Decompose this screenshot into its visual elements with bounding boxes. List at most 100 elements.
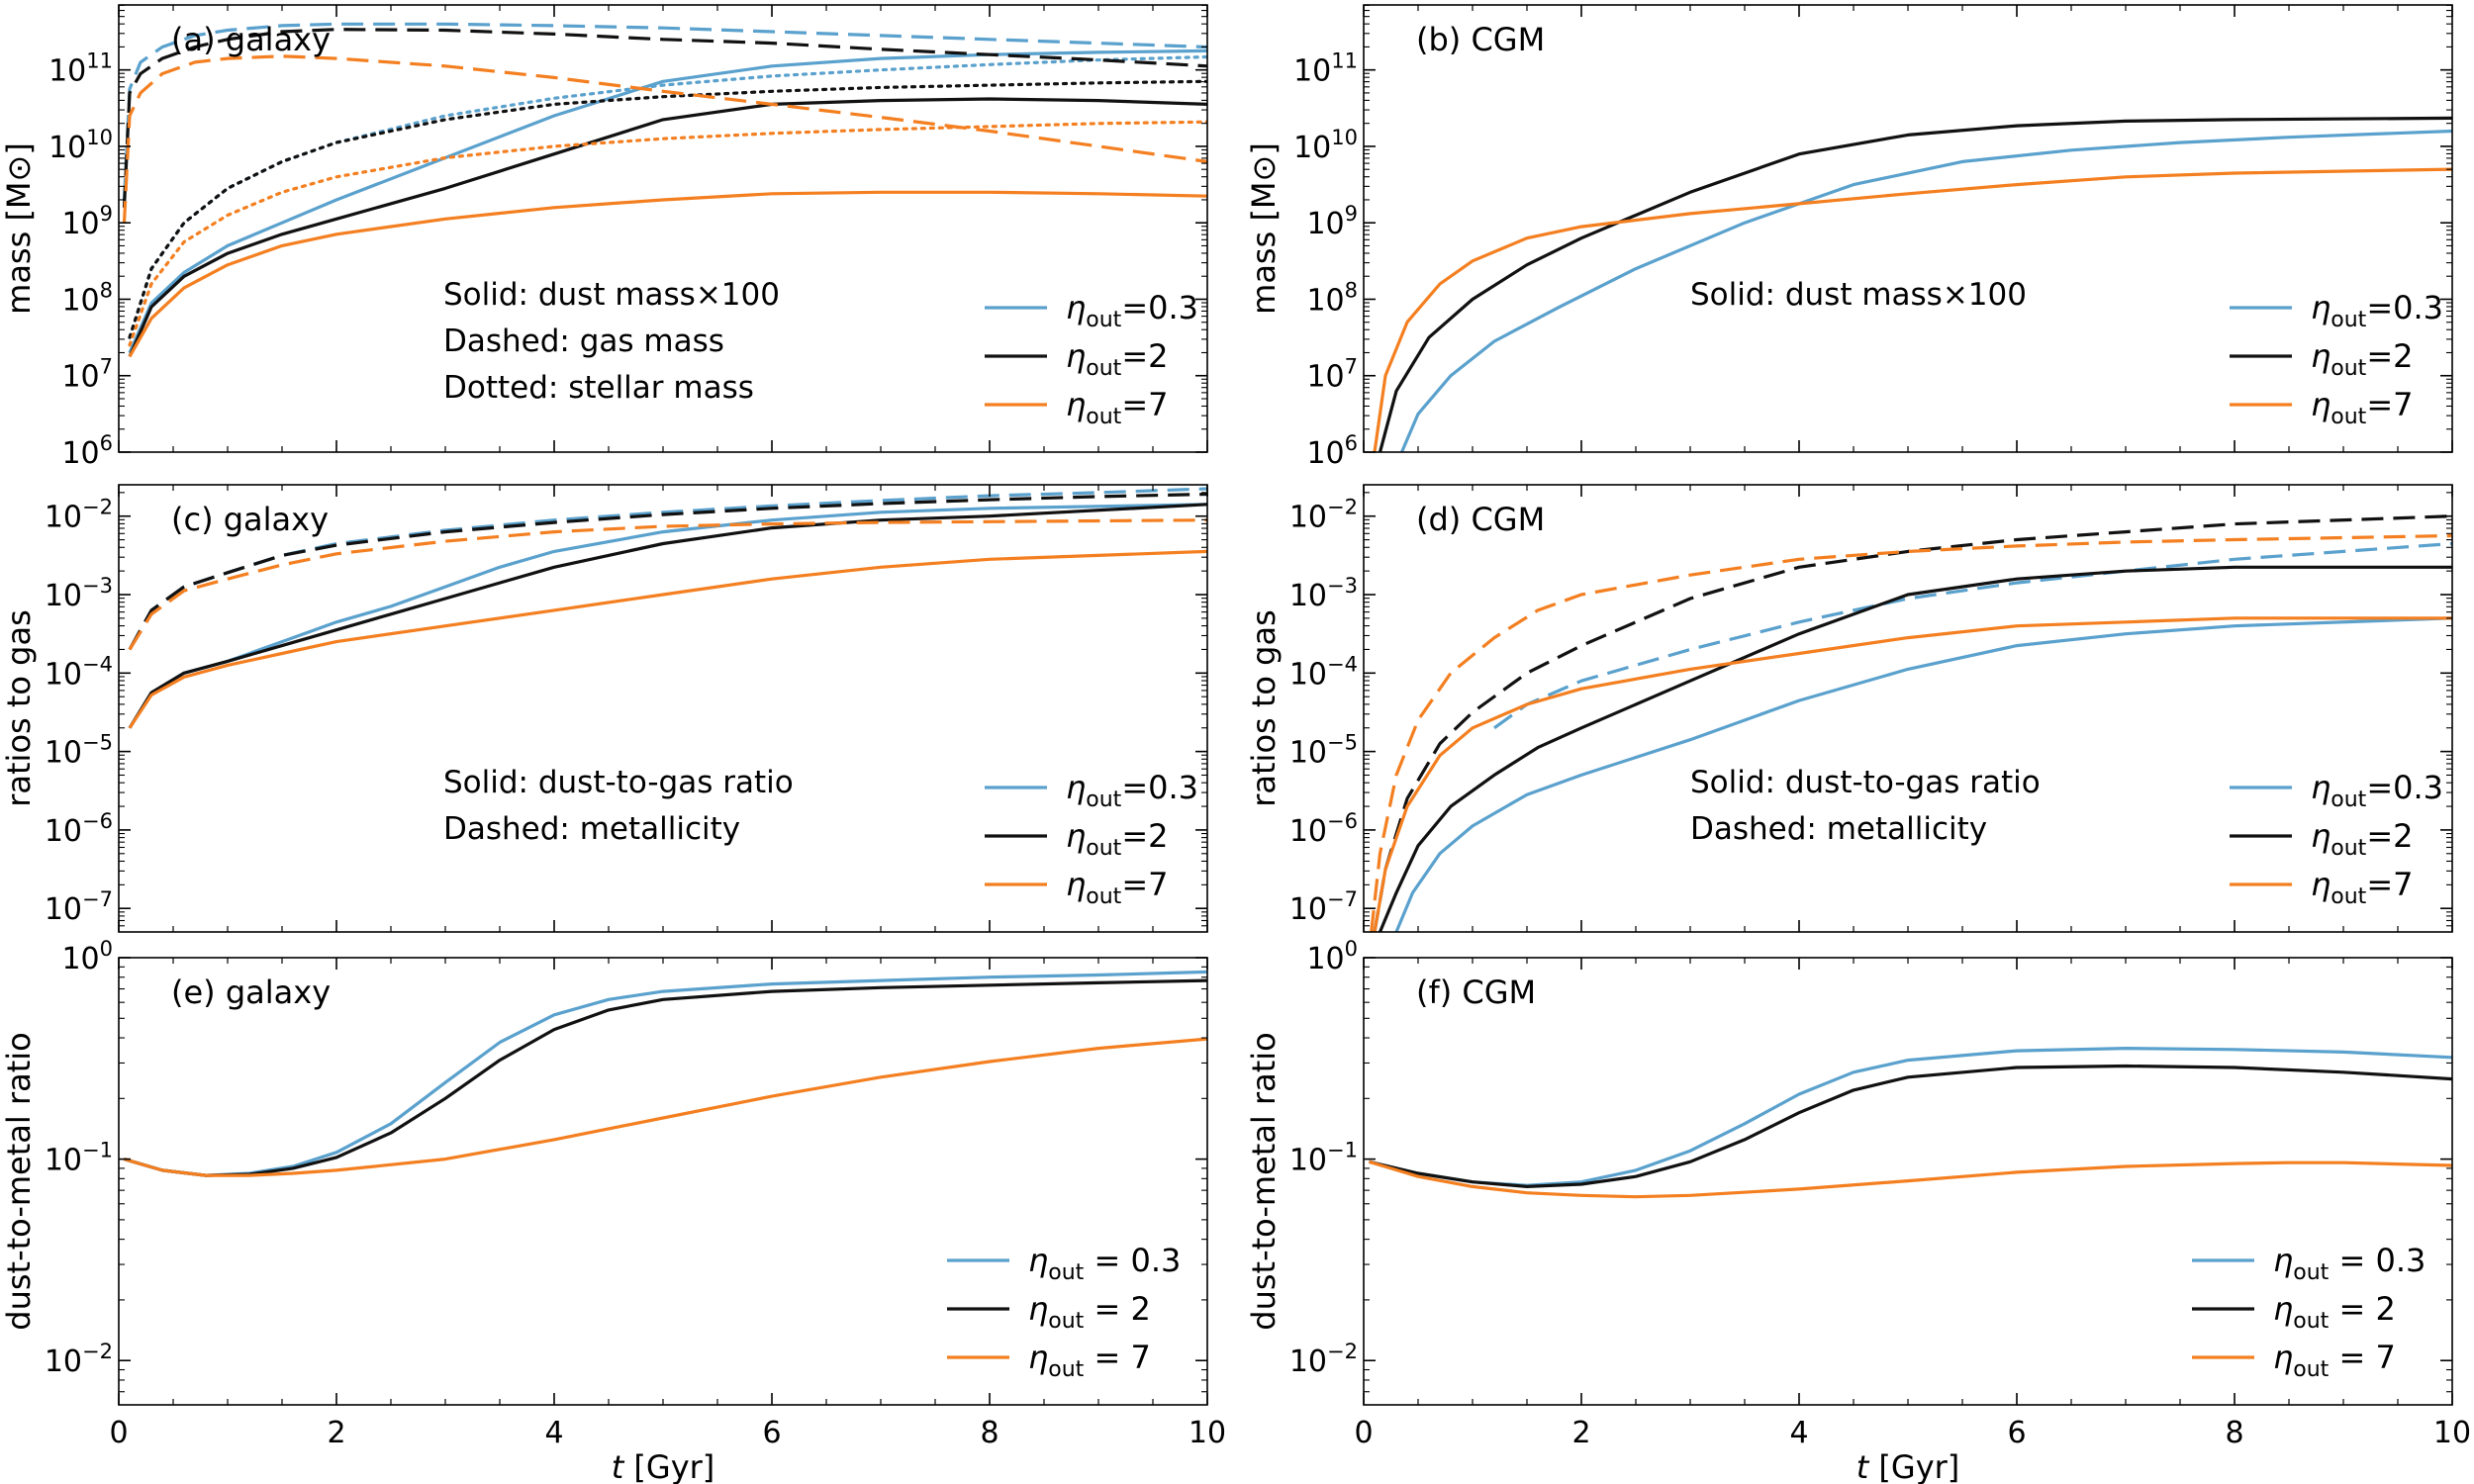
y-tick-exp: −4 [82, 652, 113, 676]
legend-symbol: η [1066, 386, 1086, 423]
y-tick-base: 10 [48, 131, 86, 165]
series-line-e-2 [124, 1037, 1207, 1177]
legend-symbol: η [1028, 1339, 1048, 1376]
legend-symbol: η [2311, 866, 2331, 903]
y-tick-label: 10−6 [45, 809, 113, 849]
y-tick-label: 10−5 [45, 731, 113, 771]
legend-value: =7 [2366, 866, 2413, 903]
series-group [1370, 514, 2452, 932]
y-tick-label: 10−5 [1289, 731, 1358, 771]
legend-label: ηout=7 [2311, 386, 2413, 429]
legend-symbol: η [2273, 1290, 2293, 1328]
y-tick-exp: −3 [1327, 574, 1358, 598]
y-tick-base: 10 [45, 736, 82, 771]
legend-label: ηout=0.3 [1066, 769, 1198, 812]
y-tick-base: 10 [61, 436, 99, 471]
legend-value: =2 [1121, 337, 1168, 375]
y-tick-label: 10−1 [45, 1139, 113, 1178]
series-line-a-4 [122, 28, 1207, 208]
y-tick-exp: 10 [86, 126, 113, 149]
y-tick-base: 10 [1293, 54, 1331, 89]
legend-subscript: out [2293, 1357, 2329, 1382]
y-tick-exp: −1 [82, 1139, 113, 1162]
x-axis-label-var: t [612, 1448, 625, 1484]
plot-frame [1363, 4, 2453, 453]
x-tick-label: 8 [980, 1416, 999, 1450]
series-line-f-2 [1369, 1159, 2452, 1199]
x-tick-label: 0 [1354, 1416, 1373, 1450]
annotation-text: Dashed: metallicity [443, 811, 740, 847]
series-group [1369, 1047, 2452, 1199]
legend-value: =0.3 [1121, 289, 1198, 326]
y-tick-base: 10 [45, 1144, 82, 1178]
y-tick-base: 10 [1289, 892, 1327, 927]
series-line-d-3 [1373, 514, 2452, 932]
x-tick-label: 10 [1189, 1416, 1226, 1450]
x-tick-label: 2 [1571, 1416, 1590, 1450]
y-tick-base: 10 [61, 207, 99, 241]
y-tick-base: 10 [48, 54, 86, 89]
panel-label: (f) CGM [1416, 974, 1536, 1011]
legend-value: = 2 [2329, 1290, 2396, 1328]
x-axis-label: t [Gyr] [612, 1448, 715, 1484]
y-tick-exp: −5 [82, 731, 113, 755]
y-tick-label: 107 [1306, 355, 1358, 395]
series-group [1373, 116, 2452, 452]
x-tick-label: 6 [2007, 1416, 2026, 1450]
y-tick-label: 10−7 [45, 887, 113, 927]
y-tick-label: 10−1 [1289, 1139, 1358, 1178]
y-tick-label: 10−2 [1289, 1340, 1358, 1379]
y-tick-label: 100 [1306, 937, 1358, 976]
y-tick-exp: −6 [1327, 809, 1358, 833]
y-tick-label: 109 [61, 202, 113, 241]
y-tick-base: 10 [45, 579, 82, 613]
annotation-text: Dashed: metallicity [1690, 811, 1987, 847]
legend-symbol: η [2273, 1242, 2293, 1279]
legend-label: ηout=0.3 [2311, 769, 2443, 812]
series-line-d-0 [1394, 616, 2452, 932]
y-tick-label: 10−3 [45, 574, 113, 613]
y-tick-exp: −6 [82, 809, 113, 833]
legend-subscript: out [1086, 308, 1121, 332]
legend-subscript: out [1048, 1260, 1084, 1285]
legend-subscript: out [2331, 884, 2366, 909]
legend-label: ηout=7 [2311, 866, 2413, 909]
y-tick-exp: −2 [1327, 1340, 1358, 1363]
y-tick-base: 10 [45, 657, 82, 692]
y-tick-label: 10−2 [45, 1340, 113, 1379]
y-tick-base: 10 [1289, 657, 1327, 692]
series-group [124, 970, 1207, 1177]
y-tick-label: 1011 [48, 49, 113, 89]
y-tick-exp: −5 [1327, 731, 1358, 755]
legend-label: ηout=7 [1066, 866, 1168, 909]
y-tick-label: 106 [1306, 431, 1358, 471]
series-line-b-0 [1400, 129, 2452, 452]
y-tick-base: 10 [1289, 814, 1327, 849]
y-tick-label: 100 [61, 937, 113, 976]
series-line-c-4 [128, 549, 1207, 729]
legend-label: ηout = 0.3 [1028, 1242, 1181, 1285]
annotation-text: Solid: dust-to-gas ratio [443, 765, 794, 800]
legend-symbol: η [1066, 337, 1086, 375]
y-tick-exp: 0 [100, 937, 113, 961]
y-tick-base: 10 [1289, 501, 1327, 535]
series-line-a-8 [128, 120, 1207, 347]
y-tick-label: 10−3 [1289, 574, 1358, 613]
legend-subscript: out [2293, 1309, 2329, 1334]
annotation-text: Solid: dust mass×100 [443, 277, 780, 313]
y-tick-exp: −2 [82, 496, 113, 519]
y-tick-exp: 0 [1345, 937, 1358, 961]
legend-value: = 7 [1084, 1339, 1151, 1376]
y-tick-exp: 6 [100, 431, 113, 455]
y-tick-label: 108 [61, 278, 113, 318]
y-axis-label: dust-to-metal ratio [1245, 1032, 1283, 1330]
legend-value: =0.3 [2366, 289, 2443, 326]
legend-label: ηout = 2 [2273, 1290, 2396, 1334]
legend-subscript: out [1086, 836, 1121, 861]
legend-symbol: η [2273, 1339, 2293, 1376]
